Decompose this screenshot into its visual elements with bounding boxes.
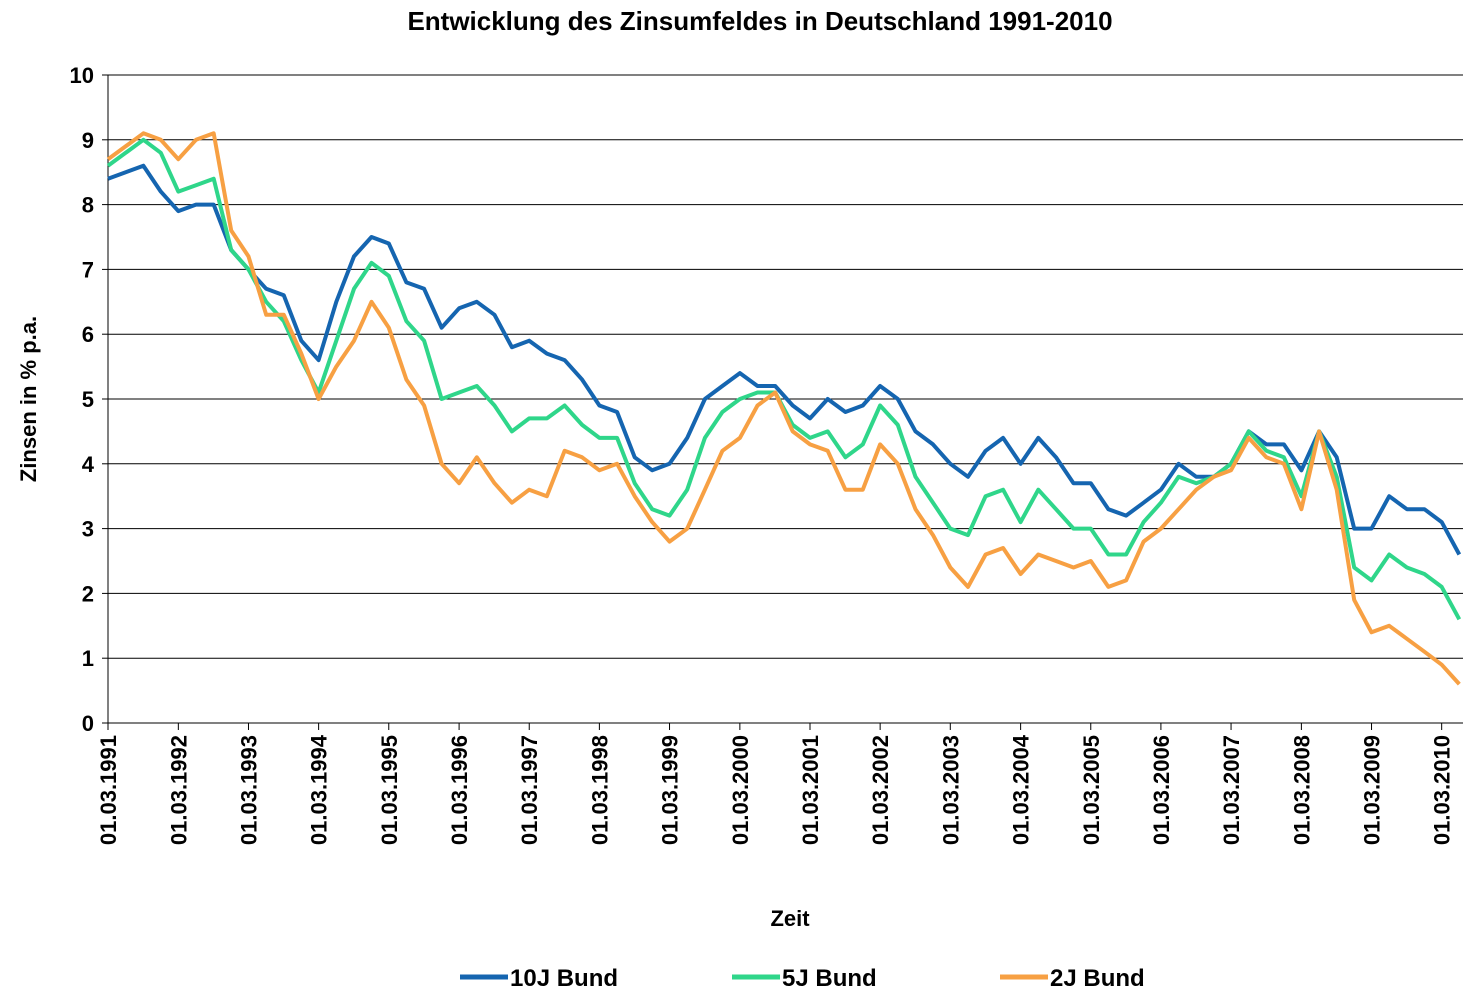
x-tick-label: 01.03.1999 xyxy=(658,735,683,845)
series-line xyxy=(107,163,1462,556)
y-tick-label: 8 xyxy=(82,193,94,218)
y-axis-label: Zinsen in % p.a. xyxy=(16,316,41,482)
x-tick-label: 01.03.2008 xyxy=(1289,735,1314,845)
y-tick-label: 10 xyxy=(70,63,94,88)
x-tick-label: 01.03.1993 xyxy=(236,735,261,845)
legend-label: 2J Bund xyxy=(1050,965,1145,992)
legend-label: 10J Bund xyxy=(510,965,618,992)
x-tick-label: 01.03.2004 xyxy=(1009,734,1034,845)
x-tick-label: 01.03.2000 xyxy=(728,735,753,845)
x-tick-label: 01.03.2006 xyxy=(1149,735,1174,845)
x-tick-label: 01.03.1997 xyxy=(517,735,542,845)
x-tick-label: 01.03.1996 xyxy=(447,735,472,845)
x-tick-label: 01.03.2007 xyxy=(1219,735,1244,845)
y-tick-label: 7 xyxy=(82,257,94,282)
x-tick-label: 01.03.2010 xyxy=(1430,735,1455,845)
x-tick-label: 01.03.1995 xyxy=(377,735,402,845)
y-tick-label: 3 xyxy=(82,517,94,542)
x-tick-label: 01.03.2001 xyxy=(798,735,823,845)
legend-label: 5J Bund xyxy=(782,965,877,992)
x-tick-label: 01.03.1994 xyxy=(307,734,332,845)
y-tick-label: 9 xyxy=(82,128,94,153)
x-tick-label: 01.03.2009 xyxy=(1360,735,1385,845)
y-tick-label: 6 xyxy=(82,322,94,347)
y-tick-label: 4 xyxy=(82,452,95,477)
x-tick-label: 01.03.2003 xyxy=(938,735,963,845)
x-tick-label: 01.03.2002 xyxy=(868,735,893,845)
y-tick-label: 5 xyxy=(82,387,94,412)
series-line xyxy=(106,131,1461,686)
y-tick-label: 1 xyxy=(82,646,94,671)
x-tick-label: 01.03.1991 xyxy=(96,735,121,845)
x-tick-label: 01.03.1992 xyxy=(166,735,191,845)
x-tick-label: 01.03.2005 xyxy=(1079,735,1104,845)
x-axis-label: Zeit xyxy=(770,906,810,931)
y-tick-label: 0 xyxy=(82,711,94,736)
x-tick-label: 01.03.1998 xyxy=(587,735,612,845)
chart-title: Entwicklung des Zinsumfeldes in Deutschl… xyxy=(407,6,1112,36)
y-tick-label: 2 xyxy=(82,581,94,606)
